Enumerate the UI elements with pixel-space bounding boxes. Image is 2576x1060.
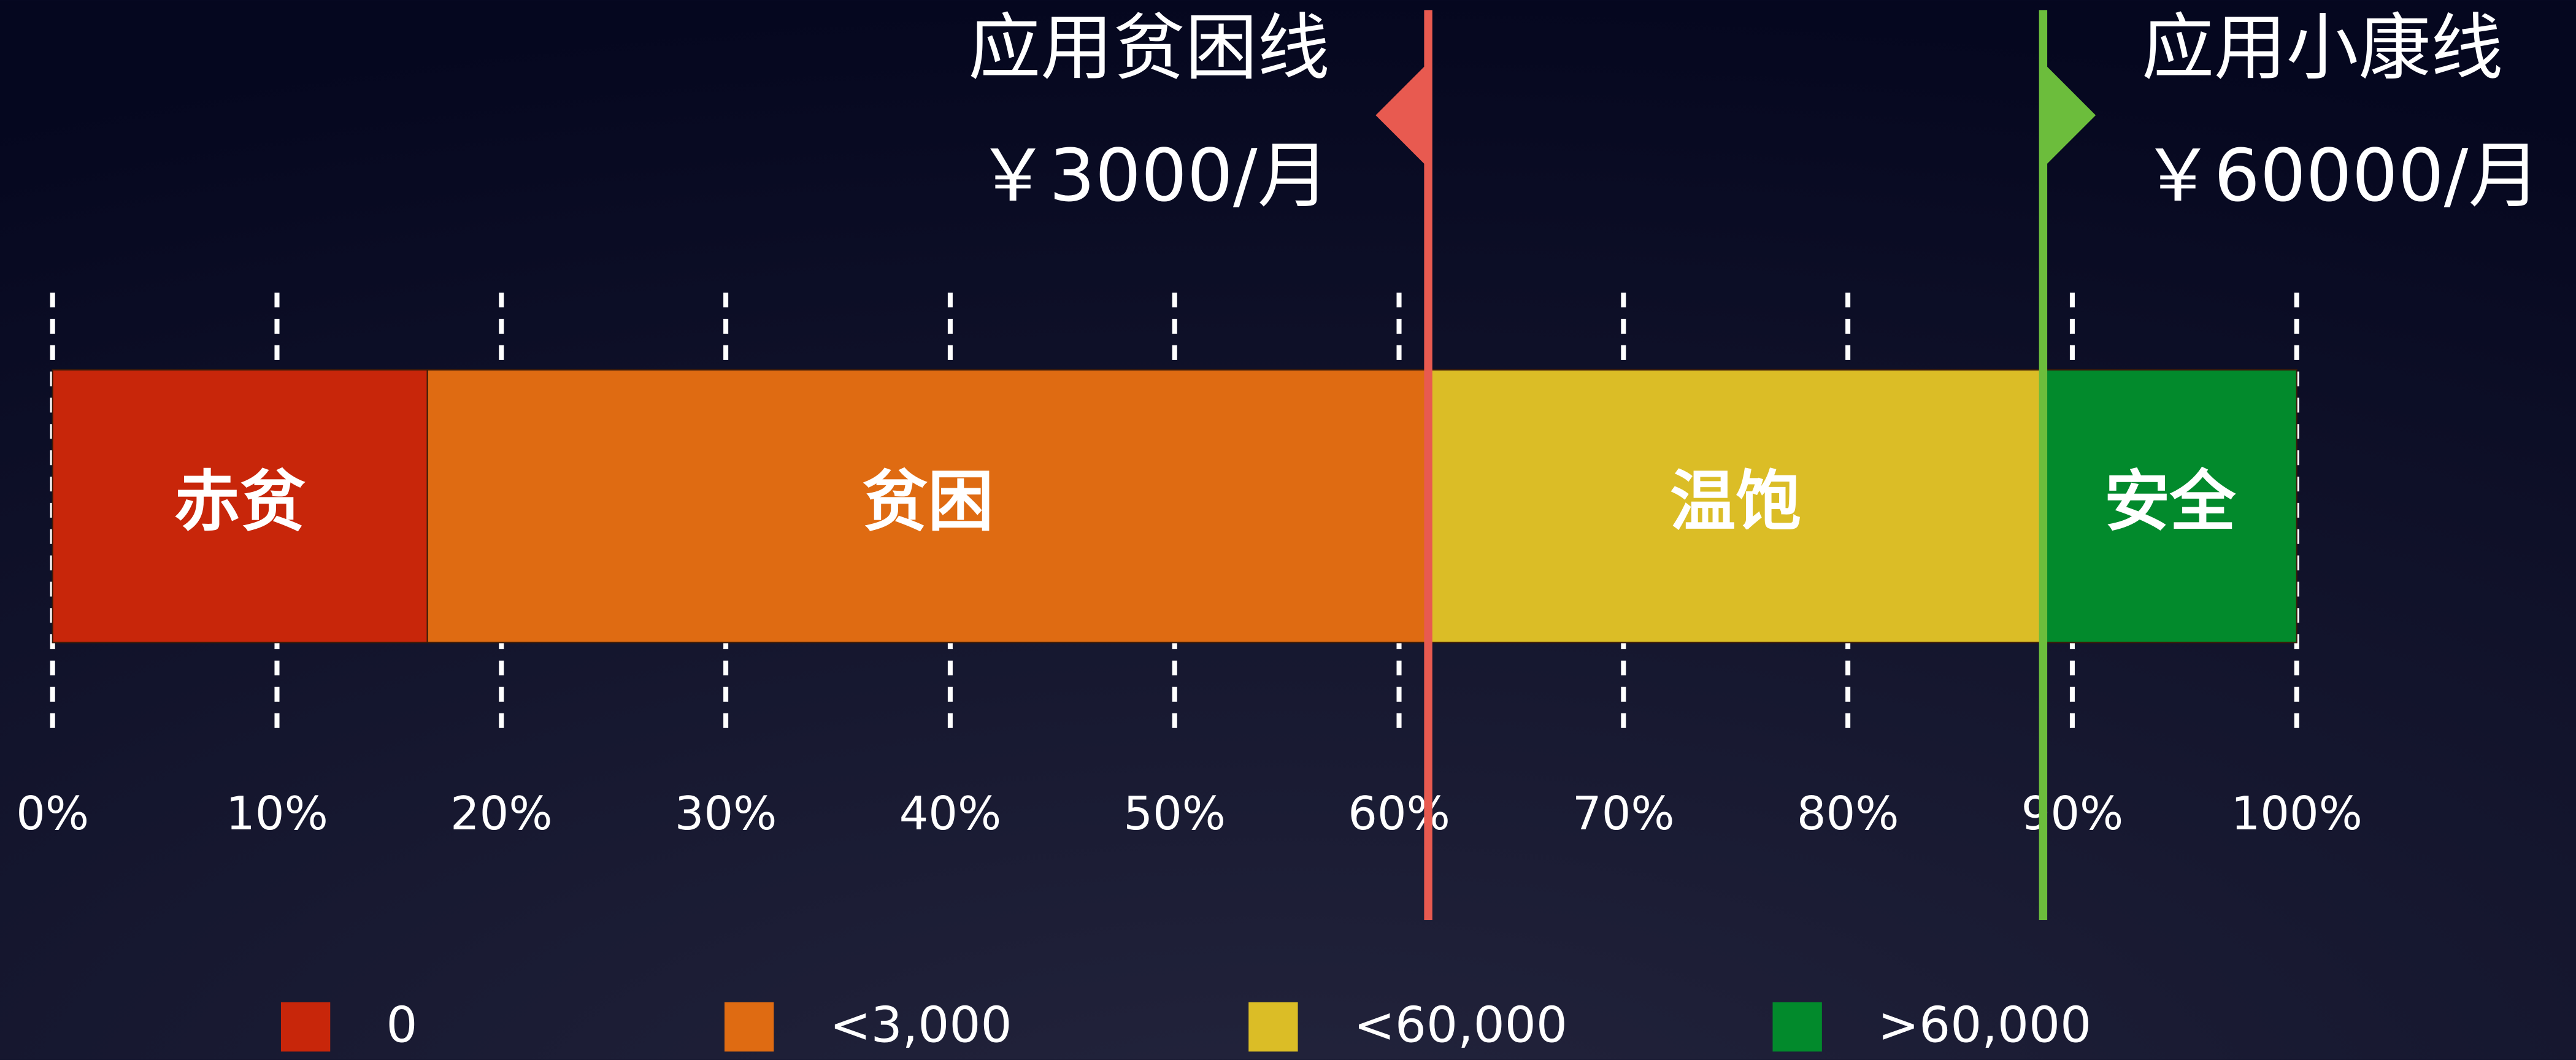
bar-segment <box>52 369 428 643</box>
legend-label: >60,000 <box>1878 996 2091 1054</box>
x-tick-label: 30% <box>675 786 777 840</box>
bar-segment <box>426 369 1429 643</box>
x-tick-label: 100% <box>2231 786 2363 840</box>
legend-swatch <box>1772 1002 1822 1052</box>
flag <box>1375 63 1429 168</box>
x-tick-label: 70% <box>1572 786 1675 840</box>
x-tick-label: 80% <box>1797 786 1899 840</box>
x-tick-label: 0% <box>16 786 89 840</box>
segment-label: 赤贫 <box>174 464 306 540</box>
x-tick-label: 20% <box>450 786 553 840</box>
segment-label: 温饱 <box>1670 464 1801 540</box>
x-tick-label: 60% <box>1348 786 1450 840</box>
reference-title: 应用贫困线 <box>968 6 1329 90</box>
x-tick-label: 90% <box>2021 786 2124 840</box>
bar-segment <box>1428 369 2044 643</box>
legend-swatch <box>1248 1002 1298 1052</box>
legend-label: <60,000 <box>1354 996 1567 1054</box>
x-tick-label: 50% <box>1123 786 1226 840</box>
reference-subtitle: ￥3000/月 <box>977 134 1329 218</box>
legend-swatch <box>280 1002 331 1052</box>
x-tick-label: 40% <box>899 786 1002 840</box>
flag <box>2043 63 2096 168</box>
legend-label: <3,000 <box>829 996 1012 1054</box>
segment-label: 安全 <box>2104 464 2236 540</box>
x-tick-label: 10% <box>226 786 328 840</box>
legend-label: 0 <box>386 996 417 1054</box>
reference-title: 应用小康线 <box>2142 6 2503 90</box>
segment-label: 贫困 <box>862 464 993 540</box>
legend-swatch <box>724 1002 774 1052</box>
reference-subtitle: ￥60000/月 <box>2142 134 2540 218</box>
